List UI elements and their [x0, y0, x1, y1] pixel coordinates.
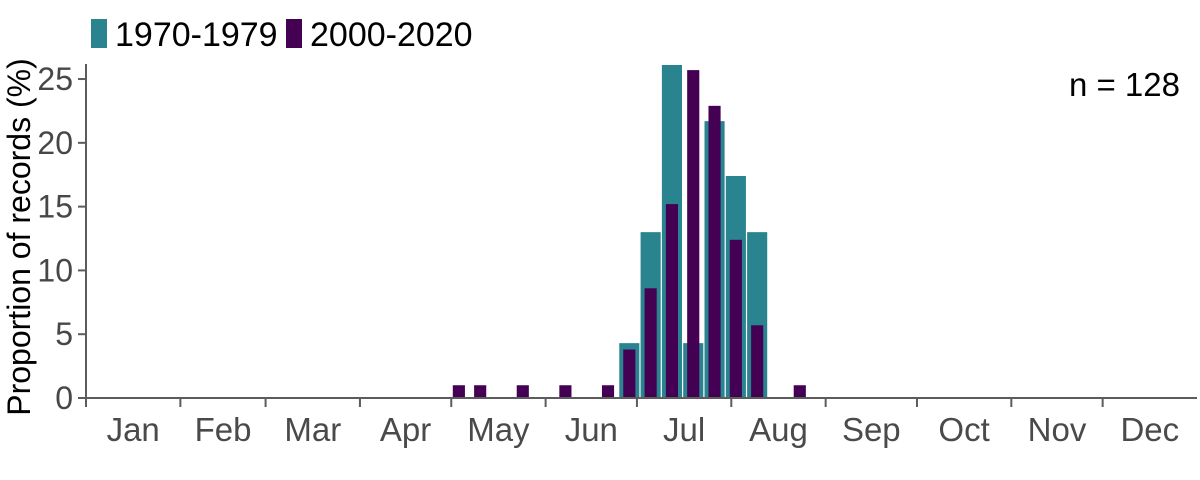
y-axis-title: Proportion of records (%) [1, 58, 37, 415]
x-tick-label-Sep: Sep [842, 411, 901, 448]
bar-2000-2020-day203 [708, 105, 721, 397]
x-tick-label-Jun: Jun [565, 411, 618, 448]
bar-2000-2020-day182 [644, 288, 657, 397]
x-tick-label-Jan: Jan [107, 411, 160, 448]
bar-2000-2020-day119 [452, 385, 465, 397]
x-tick-label-Apr: Apr [380, 411, 431, 448]
bar-2000-2020-day231 [793, 385, 806, 397]
y-tick-label-25: 25 [37, 61, 73, 97]
bar-2000-2020-day189 [665, 204, 679, 397]
bar-2000-2020-day126 [474, 385, 487, 397]
bar-2000-2020-day196 [687, 70, 700, 397]
legend-swatch-2000-2020 [286, 19, 302, 48]
bar-2000-2020-day154 [559, 385, 572, 397]
x-tick-label-Mar: Mar [284, 411, 341, 448]
y-tick-label-20: 20 [37, 125, 73, 161]
x-tick-label-Feb: Feb [195, 411, 252, 448]
bar-2000-2020-day175 [623, 349, 636, 397]
bar-2000-2020-day168 [601, 385, 615, 397]
y-tick-label-15: 15 [37, 189, 73, 225]
x-tick-label-Aug: Aug [749, 411, 808, 448]
x-tick-label-Nov: Nov [1028, 411, 1087, 448]
y-tick-label-5: 5 [55, 316, 73, 352]
bar-2000-2020-day210 [729, 239, 742, 397]
bars-layer [452, 65, 806, 397]
x-tick-label-Oct: Oct [938, 411, 989, 448]
x-tick-label-May: May [467, 411, 530, 448]
legend: 1970-1979 2000-2020 [91, 16, 473, 54]
bar-2000-2020-day140 [516, 385, 529, 397]
x-tick-label-Dec: Dec [1120, 411, 1179, 448]
legend-swatch-1970-1979 [91, 19, 107, 48]
axes-layer: Jan Feb Mar Apr May Jun Jul Aug Sep Oct Nov Dec 0 5 10… [37, 61, 1197, 448]
legend-label-2000-2020: 2000-2020 [310, 16, 473, 54]
bar-2000-2020-day217 [751, 325, 764, 397]
legend-label-1970-1979: 1970-1979 [115, 16, 278, 54]
y-tick-label-0: 0 [55, 380, 73, 416]
y-tick-label-10: 10 [37, 252, 73, 288]
x-tick-label-Jul: Jul [663, 411, 705, 448]
sample-size-annotation: n = 128 [1069, 66, 1180, 103]
